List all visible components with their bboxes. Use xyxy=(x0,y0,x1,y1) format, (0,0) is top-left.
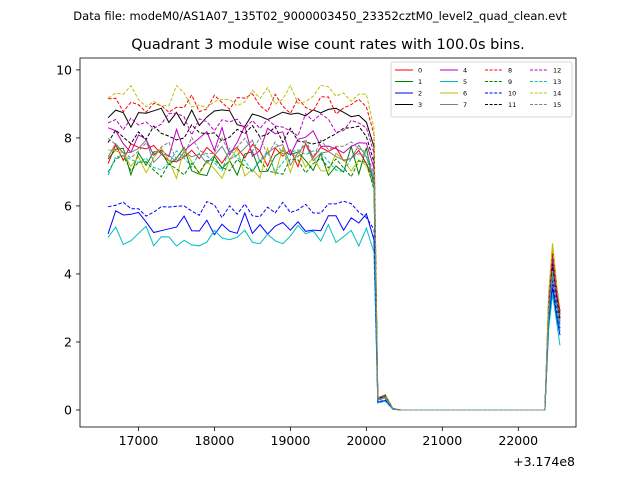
x-axis-offset-label: +3.174e8 xyxy=(513,454,575,469)
x-tick-label: 20000 xyxy=(346,433,386,448)
series-line-10 xyxy=(108,200,561,411)
x-tick-label: 17000 xyxy=(119,433,159,448)
legend-label-6: 6 xyxy=(463,89,467,97)
legend-label-8: 8 xyxy=(508,66,512,74)
y-axis: 0 2 4 6 8 10 xyxy=(56,62,80,417)
legend-label-14: 14 xyxy=(553,89,561,97)
x-axis: 17000 18000 19000 20000 21000 22000 xyxy=(119,427,538,448)
x-tick-label: 18000 xyxy=(195,433,235,448)
legend-label-15: 15 xyxy=(553,101,561,109)
chart-title: Quadrant 3 module wise count rates with … xyxy=(131,37,525,53)
y-tick-label: 6 xyxy=(64,198,72,213)
legend-box xyxy=(390,61,573,118)
legend-label-11: 11 xyxy=(508,101,516,109)
y-tick-label: 10 xyxy=(56,62,72,77)
legend-label-10: 10 xyxy=(508,89,516,97)
legend-label-5: 5 xyxy=(463,78,467,86)
y-tick-label: 0 xyxy=(64,402,72,417)
legend-label-2: 2 xyxy=(418,89,422,97)
legend-label-7: 7 xyxy=(463,101,467,109)
x-tick-label: 19000 xyxy=(271,433,311,448)
x-tick-label: 21000 xyxy=(422,433,462,448)
y-tick-label: 4 xyxy=(64,266,72,281)
plot-lines xyxy=(107,84,561,411)
legend-label-9: 9 xyxy=(508,78,512,86)
series-line-13 xyxy=(107,147,561,411)
legend-label-13: 13 xyxy=(553,78,561,86)
legend-label-4: 4 xyxy=(463,66,467,74)
figure-suptitle: Data file: modeM0/AS1A07_135T02_90000034… xyxy=(73,9,567,23)
axes-frame xyxy=(79,57,577,428)
legend-label-3: 3 xyxy=(418,101,422,109)
x-tick-label: 22000 xyxy=(498,433,538,448)
legend-label-0: 0 xyxy=(418,66,422,74)
y-tick-label: 8 xyxy=(64,130,72,145)
legend-label-1: 1 xyxy=(418,78,422,86)
series-line-15 xyxy=(107,136,561,411)
legend-label-12: 12 xyxy=(553,66,561,74)
y-tick-label: 2 xyxy=(64,334,72,349)
